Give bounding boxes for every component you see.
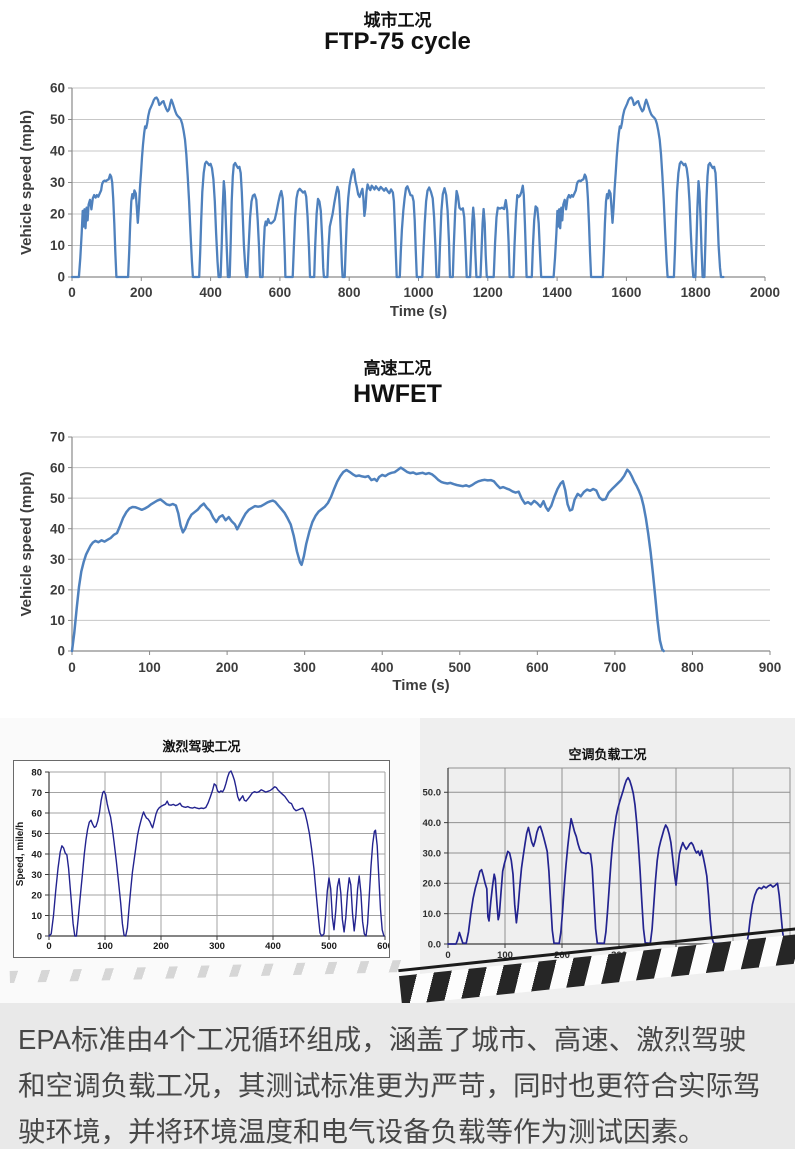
svg-text:800: 800 <box>681 660 704 675</box>
svg-text:30: 30 <box>50 175 65 190</box>
svg-text:0: 0 <box>445 950 450 961</box>
svg-text:300: 300 <box>209 941 225 952</box>
svg-text:Time (s): Time (s) <box>390 303 447 320</box>
footer-caption-text: EPA标准由4个工况循环组成，涵盖了城市、高速、激烈驾驶和空调负载工况，其测试标… <box>18 1024 761 1147</box>
svg-text:60: 60 <box>50 81 65 96</box>
svg-text:1000: 1000 <box>403 285 433 300</box>
svg-text:300: 300 <box>293 660 316 675</box>
svg-text:30: 30 <box>50 552 65 567</box>
svg-text:10: 10 <box>50 238 65 253</box>
svg-text:Speed, mile/h: Speed, mile/h <box>15 822 26 886</box>
svg-text:1800: 1800 <box>681 285 711 300</box>
svg-text:Time (s): Time (s) <box>392 677 449 694</box>
footer-caption-block: EPA标准由4个工况循环组成，涵盖了城市、高速、激烈驾驶和空调负载工况，其测试标… <box>0 1003 795 1149</box>
svg-text:100: 100 <box>97 941 113 952</box>
svg-text:70: 70 <box>50 430 65 445</box>
svg-text:50: 50 <box>50 491 65 506</box>
svg-text:200: 200 <box>554 950 570 961</box>
svg-text:40.0: 40.0 <box>423 818 442 829</box>
svg-text:50.0: 50.0 <box>423 788 442 799</box>
aggressive-chart-frame: 0 100 200 300 400 500 600 0 10 20 30 40 50 60 70 80 Spee… <box>13 760 390 958</box>
svg-text:0: 0 <box>37 931 42 942</box>
svg-text:1200: 1200 <box>473 285 503 300</box>
svg-text:500: 500 <box>449 660 472 675</box>
svg-text:0: 0 <box>68 660 76 675</box>
highway-cycle-chart: 0 100 200 300 400 500 600 700 800 900 0 10 20 30 40 50 6… <box>18 430 782 694</box>
svg-text:40: 40 <box>50 144 65 159</box>
svg-text:10: 10 <box>50 613 65 628</box>
svg-text:900: 900 <box>759 660 782 675</box>
svg-text:30: 30 <box>31 870 42 881</box>
svg-text:50: 50 <box>31 829 42 840</box>
svg-text:200: 200 <box>216 660 239 675</box>
speed-trace-ac-load-sc03 <box>447 776 788 945</box>
svg-text:1400: 1400 <box>542 285 572 300</box>
svg-text:600: 600 <box>526 660 549 675</box>
svg-text:10: 10 <box>31 911 42 922</box>
svg-text:600: 600 <box>269 285 292 300</box>
ac-load-cycle-title: 空调负载工况 <box>568 747 647 762</box>
svg-text:0: 0 <box>57 644 65 659</box>
speed-trace-city-ftp75 <box>70 96 725 279</box>
svg-text:2000: 2000 <box>750 285 780 300</box>
svg-text:100: 100 <box>497 950 513 961</box>
svg-text:30.0: 30.0 <box>423 848 442 859</box>
svg-text:60: 60 <box>50 460 65 475</box>
svg-text:0: 0 <box>57 270 65 285</box>
aggressive-cycle-chart: 0 100 200 300 400 500 600 0 10 20 30 40 50 60 70 80 Spee… <box>15 767 389 952</box>
svg-text:100: 100 <box>138 660 161 675</box>
svg-text:200: 200 <box>130 285 153 300</box>
city-cycle-subtitle: FTP-75 cycle <box>324 28 471 55</box>
svg-text:1600: 1600 <box>611 285 641 300</box>
svg-text:40: 40 <box>50 521 65 536</box>
svg-text:0: 0 <box>46 941 51 952</box>
svg-text:60: 60 <box>31 808 42 819</box>
svg-text:800: 800 <box>338 285 361 300</box>
svg-text:400: 400 <box>265 941 281 952</box>
svg-text:0.0: 0.0 <box>428 939 441 950</box>
svg-text:400: 400 <box>199 285 222 300</box>
svg-text:50: 50 <box>50 112 65 127</box>
svg-text:20: 20 <box>50 207 65 222</box>
speed-trace-aggressive-us06 <box>48 770 385 937</box>
city-cycle-title: 城市工况 <box>363 11 432 30</box>
svg-text:200: 200 <box>153 941 169 952</box>
svg-text:Vehicle speed (mph): Vehicle speed (mph) <box>18 471 35 616</box>
svg-text:Vehicle speed (mph): Vehicle speed (mph) <box>18 110 35 255</box>
svg-text:400: 400 <box>371 660 394 675</box>
svg-text:80: 80 <box>31 767 42 778</box>
speed-trace-highway-hwfet <box>70 466 665 653</box>
aggressive-cycle-title: 激烈驾驶工况 <box>162 739 241 754</box>
svg-text:0: 0 <box>68 285 76 300</box>
city-cycle-chart: 0 200 400 600 800 1000 1200 1400 1600 1800 2000 0 10… <box>18 81 780 320</box>
svg-text:700: 700 <box>604 660 627 675</box>
svg-text:70: 70 <box>31 788 42 799</box>
svg-text:20.0: 20.0 <box>423 879 442 890</box>
svg-text:20: 20 <box>50 583 65 598</box>
svg-text:40: 40 <box>31 849 42 860</box>
svg-text:10.0: 10.0 <box>423 909 442 920</box>
highway-cycle-subtitle: HWFET <box>353 380 442 408</box>
svg-text:600: 600 <box>377 941 389 952</box>
svg-text:20: 20 <box>31 890 42 901</box>
svg-text:500: 500 <box>321 941 337 952</box>
highway-cycle-title: 高速工况 <box>363 359 432 378</box>
